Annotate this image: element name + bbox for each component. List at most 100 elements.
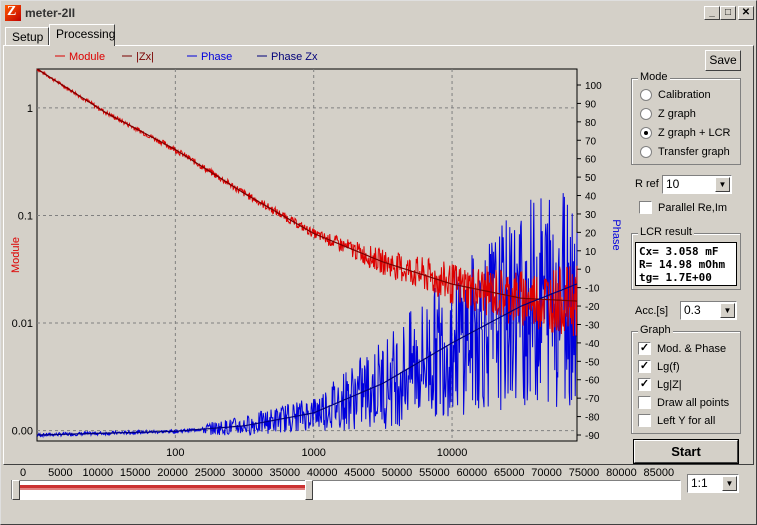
chevron-down-icon[interactable]: ▼: [722, 476, 737, 491]
slider-thumb[interactable]: [305, 480, 314, 500]
maximize-button[interactable]: □: [720, 6, 736, 20]
graph-lgz-checkbox[interactable]: ✓ Lg|Z|: [638, 378, 682, 391]
radio-icon: [640, 89, 652, 101]
y-right-tick-label: -30: [585, 320, 600, 331]
chart-legend: Module |Zx| Phase Phase Zx: [55, 51, 318, 63]
y-right-tick-label: -40: [585, 339, 600, 350]
y-right-tick-label: 20: [585, 228, 597, 239]
scale-tick-label: 35000: [270, 467, 301, 479]
scale-tick-label: 60000: [457, 467, 488, 479]
lcr-tangent: tg= 1.7E+00: [639, 271, 712, 284]
x-tick-label: 100: [166, 447, 184, 459]
radio-icon: [640, 108, 652, 120]
scale-tick-label: 65000: [494, 467, 525, 479]
series-phase-zx: [36, 283, 578, 436]
chevron-down-icon[interactable]: ▼: [715, 177, 730, 192]
lcr-capacitance: Cx= 3.058 mF: [639, 245, 719, 258]
scale-tick-label: 45000: [344, 467, 375, 479]
y-right-tick-label: -90: [585, 431, 600, 442]
legend-entry: Phase: [201, 51, 232, 63]
graph-lgf-checkbox[interactable]: ✓ Lg(f): [638, 360, 680, 373]
mode-option-z-graph[interactable]: Z graph: [640, 108, 696, 120]
checkbox-icon: [638, 396, 651, 409]
scale-tick-label: 85000: [644, 467, 675, 479]
graph-group: Graph ✓ Mod. & Phase ✓ Lg(f) ✓ Lg|Z| Draw a…: [631, 324, 741, 434]
rref-select[interactable]: 10 ▼: [662, 175, 732, 194]
y-right-tick-label: -70: [585, 394, 600, 405]
rref-label: R ref: [635, 178, 659, 190]
slider-start-handle[interactable]: [12, 480, 20, 500]
lcr-resistance: R= 14.98 mOhm: [639, 258, 726, 271]
processing-panel: [3, 45, 754, 465]
scale-tick-label: 5000: [48, 467, 72, 479]
checkbox-checked-icon: ✓: [638, 378, 651, 391]
checkbox-checked-icon: ✓: [638, 342, 651, 355]
ratio-select[interactable]: 1:1 ▼: [687, 474, 739, 493]
legend-entry: Phase Zx: [271, 51, 318, 63]
title-bar: meter-2II _ □ ✕: [4, 4, 754, 22]
scale-tick-label: 0: [20, 467, 26, 479]
graph-left-y-checkbox[interactable]: Left Y for all: [638, 414, 715, 427]
minimize-button[interactable]: _: [704, 6, 720, 20]
checkbox-icon: [638, 414, 651, 427]
impedance-chart: Module |Zx| Phase Phase Zx 100 1000 10000 1 0.1…: [10, 51, 622, 459]
legend-entry: |Zx|: [136, 51, 154, 63]
radio-selected-icon: [640, 127, 652, 139]
y-left-axis-title: Module: [10, 237, 22, 273]
mode-group: Mode Calibration Z graph Z graph + LCR T…: [631, 71, 741, 165]
y-right-tick-label: 30: [585, 210, 597, 221]
y-right-tick-label: 60: [585, 155, 597, 166]
y-left-tick-label: 0.01: [12, 318, 33, 330]
scale-tick-label: 40000: [307, 467, 338, 479]
scale-tick-label: 30000: [232, 467, 263, 479]
y-right-tick-label: -60: [585, 376, 600, 387]
y-right-axis-title: Phase: [610, 219, 622, 250]
checkbox-checked-icon: ✓: [638, 360, 651, 373]
chevron-down-icon[interactable]: ▼: [720, 303, 735, 318]
app-logo-icon: [5, 4, 21, 21]
scale-tick-label: 50000: [382, 467, 413, 479]
tab-processing[interactable]: Processing: [49, 24, 115, 46]
x-tick-label: 10000: [437, 447, 468, 459]
graph-mod-phase-checkbox[interactable]: ✓ Mod. & Phase: [638, 342, 727, 355]
y-right-tick-label: -80: [585, 413, 600, 424]
close-button[interactable]: ✕: [738, 6, 754, 20]
graph-group-title: Graph: [638, 324, 673, 336]
x-tick-label: 1000: [301, 447, 325, 459]
y-right-tick-label: -10: [585, 284, 600, 295]
frequency-scale: 0 5000 10000 15000 20000 25000 30000 35000 40000…: [20, 467, 681, 479]
y-right-tick-label: 70: [585, 136, 597, 147]
parallel-checkbox[interactable]: Parallel Re,Im: [639, 201, 727, 214]
plot-area: [36, 68, 578, 442]
mode-group-title: Mode: [638, 71, 670, 83]
slider-fill: [20, 485, 306, 490]
y-right-tick-label: 90: [585, 99, 597, 110]
y-left-tick-label: 0.1: [18, 210, 33, 222]
lcr-result-group: LCR result Cx= 3.058 mF R= 14.98 mOhm tg…: [631, 226, 741, 290]
window-title: meter-2II: [25, 6, 76, 20]
acc-label: Acc.[s]: [635, 305, 669, 317]
series-module: [36, 68, 578, 337]
save-button[interactable]: Save: [705, 50, 741, 71]
lcr-result-display: Cx= 3.058 mF R= 14.98 mOhm tg= 1.7E+00: [635, 242, 737, 286]
tab-setup[interactable]: Setup: [5, 27, 49, 46]
start-button[interactable]: Start: [633, 439, 739, 464]
mode-option-calibration[interactable]: Calibration: [640, 89, 711, 101]
y-right-tick-label: 100: [585, 81, 602, 92]
mode-option-z-graph-lcr[interactable]: Z graph + LCR: [640, 127, 730, 139]
y-right-tick-label: 80: [585, 118, 597, 129]
legend-entry: Module: [69, 51, 105, 63]
scale-tick-label: 20000: [157, 467, 188, 479]
graph-draw-all-points-checkbox[interactable]: Draw all points: [638, 396, 729, 409]
range-slider[interactable]: [11, 480, 681, 500]
radio-icon: [640, 146, 652, 158]
mode-option-transfer-graph[interactable]: Transfer graph: [640, 146, 730, 158]
scale-tick-label: 75000: [569, 467, 600, 479]
y-right-tick-label: 10: [585, 247, 597, 258]
y-right-tick-label: 50: [585, 173, 597, 184]
y-left-tick-label: 0.00: [12, 426, 33, 438]
lcr-result-title: LCR result: [638, 226, 694, 238]
acc-select[interactable]: 0.3 ▼: [680, 301, 737, 320]
y-left-tick-label: 1: [27, 103, 33, 115]
